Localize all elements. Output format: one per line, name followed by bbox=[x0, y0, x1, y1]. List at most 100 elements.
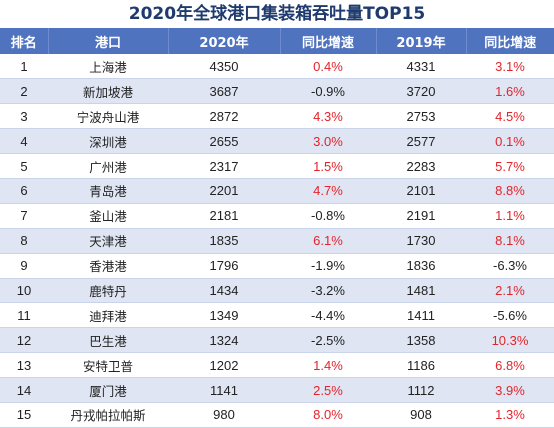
growth-2019-cell: 1.3% bbox=[495, 407, 525, 423]
value-2019-cell: 1481 bbox=[406, 282, 436, 298]
rank-cell: 10 bbox=[16, 282, 32, 298]
port-cell: 安特卫普 bbox=[82, 358, 133, 374]
value-2019-cell: 2191 bbox=[406, 208, 436, 224]
value-2019-cell: 2753 bbox=[406, 108, 436, 124]
table-row: 14 厦门港 1141 2.5% 1112 3.9% bbox=[0, 377, 554, 403]
port-cell: 新加坡港 bbox=[82, 84, 133, 100]
value-2019-cell: 2101 bbox=[406, 183, 436, 199]
port-cell: 青岛港 bbox=[89, 184, 127, 200]
value-2020-cell: 3687 bbox=[209, 83, 239, 99]
rank-cell: 12 bbox=[16, 332, 32, 348]
port-cell: 天津港 bbox=[89, 234, 127, 250]
table-row: 6 青岛港 2201 4.7% 2101 8.8% bbox=[0, 178, 554, 204]
growth-2019-cell: 4.5% bbox=[495, 108, 525, 124]
value-2020-cell: 1141 bbox=[210, 382, 238, 398]
growth-2020-cell: 1.5% bbox=[313, 158, 343, 174]
rank-cell: 2 bbox=[20, 83, 28, 99]
growth-2019-cell: 3.9% bbox=[495, 382, 525, 398]
port-cell: 广州港 bbox=[89, 159, 127, 175]
table-row: 12 巴生港 1324 -2.5% 1358 10.3% bbox=[0, 327, 554, 353]
header-growth-2019: 同比增速 bbox=[484, 35, 537, 51]
value-2019-cell: 1186 bbox=[407, 357, 435, 373]
header-rank: 排名 bbox=[0, 28, 49, 54]
growth-2019-cell: 1.6% bbox=[495, 83, 525, 99]
table-row: 9 香港港 1796 -1.9% 1836 -6.3% bbox=[0, 253, 554, 279]
table-row: 3 宁波舟山港 2872 4.3% 2753 4.5% bbox=[0, 103, 554, 129]
port-cell: 巴生港 bbox=[89, 333, 127, 349]
growth-2020-cell: 6.1% bbox=[313, 233, 343, 249]
value-2019-cell: 4331 bbox=[406, 58, 436, 74]
table-row: 1 上海港 4350 0.4% 4331 3.1% bbox=[0, 54, 554, 79]
value-2019-cell: 1411 bbox=[407, 307, 435, 323]
table-body: 1 上海港 4350 0.4% 4331 3.1% 2 新加坡港 3687 -0.9% 3720 1.… bbox=[0, 54, 554, 428]
growth-2020-cell: -0.8% bbox=[311, 208, 345, 224]
table-row: 4 深圳港 2655 3.0% 2577 0.1% bbox=[0, 128, 554, 154]
value-2020-cell: 2655 bbox=[209, 133, 239, 149]
growth-2019-cell: 6.8% bbox=[495, 357, 525, 373]
port-cell: 宁波舟山港 bbox=[76, 109, 140, 125]
rank-cell: 5 bbox=[20, 158, 28, 174]
growth-2019-cell: 2.1% bbox=[495, 282, 525, 298]
value-2020-cell: 1434 bbox=[209, 282, 239, 298]
value-2020-cell: 2181 bbox=[209, 208, 239, 224]
value-2020-cell: 2872 bbox=[209, 108, 239, 124]
rank-cell: 8 bbox=[20, 233, 28, 249]
growth-2020-cell: 0.4% bbox=[313, 58, 343, 74]
value-2020-cell: 1796 bbox=[209, 258, 239, 274]
port-cell: 上海港 bbox=[89, 59, 127, 75]
growth-2020-cell: 4.7% bbox=[313, 183, 343, 199]
value-2020-cell: 980 bbox=[213, 407, 235, 423]
rank-cell: 1 bbox=[20, 58, 28, 74]
growth-2020-cell: -2.5% bbox=[311, 332, 345, 348]
growth-2020-cell: -0.9% bbox=[311, 83, 345, 99]
port-cell: 厦门港 bbox=[89, 383, 127, 399]
rank-cell: 7 bbox=[20, 208, 28, 224]
growth-2019-cell: 1.1% bbox=[495, 208, 525, 224]
table-row: 13 安特卫普 1202 1.4% 1186 6.8% bbox=[0, 352, 554, 378]
growth-2020-cell: 8.0% bbox=[313, 407, 343, 423]
value-2019-cell: 2577 bbox=[406, 133, 436, 149]
growth-2019-cell: 0.1% bbox=[495, 133, 525, 149]
value-2019-cell: 3720 bbox=[406, 83, 436, 99]
growth-2019-cell: -5.6% bbox=[493, 307, 527, 323]
table-header-row: 排名 港口 2020年 同比增速 2019年 同比增速 bbox=[0, 28, 554, 54]
rank-cell: 4 bbox=[20, 133, 28, 149]
growth-2019-cell: 5.7% bbox=[495, 158, 525, 174]
value-2019-cell: 2283 bbox=[406, 158, 436, 174]
header-2020: 2020年 bbox=[168, 28, 281, 54]
value-2020-cell: 1835 bbox=[209, 233, 239, 249]
value-2019-cell: 1730 bbox=[406, 233, 436, 249]
table-row: 2 新加坡港 3687 -0.9% 3720 1.6% bbox=[0, 78, 554, 104]
growth-2019-cell: 8.8% bbox=[495, 183, 525, 199]
growth-2020-cell: 3.0% bbox=[313, 133, 343, 149]
port-cell: 迪拜港 bbox=[89, 308, 127, 324]
growth-2020-cell: 2.5% bbox=[313, 382, 343, 398]
value-2019-cell: 908 bbox=[410, 407, 432, 423]
port-cell: 釜山港 bbox=[89, 209, 127, 225]
header-2019: 2019年 bbox=[376, 28, 467, 54]
growth-2020-cell: -3.2% bbox=[311, 282, 345, 298]
rank-cell: 9 bbox=[20, 258, 28, 274]
value-2020-cell: 4350 bbox=[209, 58, 239, 74]
value-2019-cell: 1358 bbox=[406, 332, 436, 348]
rank-cell: 11 bbox=[17, 307, 31, 323]
port-cell: 鹿特丹 bbox=[89, 283, 127, 299]
rank-cell: 14 bbox=[16, 382, 32, 398]
table-row: 8 天津港 1835 6.1% 1730 8.1% bbox=[0, 228, 554, 254]
growth-2020-cell: 4.3% bbox=[313, 108, 343, 124]
port-cell: 丹戎帕拉帕斯 bbox=[70, 408, 146, 424]
rank-cell: 3 bbox=[20, 108, 28, 124]
growth-2020-cell: -1.9% bbox=[311, 258, 345, 274]
growth-2020-cell: -4.4% bbox=[311, 307, 345, 323]
rank-cell: 13 bbox=[16, 357, 32, 373]
table-row: 5 广州港 2317 1.5% 2283 5.7% bbox=[0, 153, 554, 179]
value-2019-cell: 1112 bbox=[407, 382, 435, 398]
growth-2019-cell: -6.3% bbox=[493, 258, 527, 274]
growth-2019-cell: 10.3% bbox=[491, 332, 529, 348]
header-growth-2020: 同比增速 bbox=[280, 28, 377, 54]
table-title: 2020年全球港口集装箱吞吐量TOP15 bbox=[128, 4, 426, 24]
value-2020-cell: 1349 bbox=[209, 307, 239, 323]
value-2019-cell: 1836 bbox=[406, 258, 436, 274]
growth-2019-cell: 8.1% bbox=[495, 233, 525, 249]
value-2020-cell: 1202 bbox=[209, 357, 239, 373]
